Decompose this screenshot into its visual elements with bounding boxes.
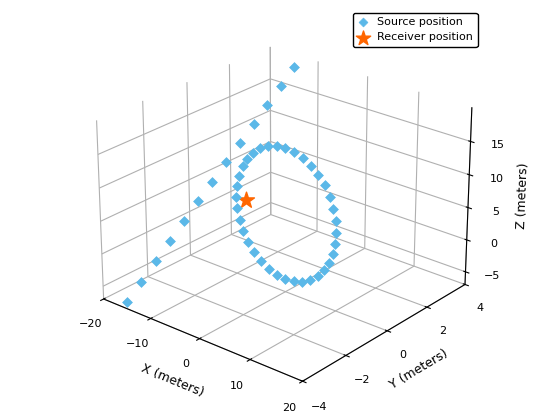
X-axis label: X (meters): X (meters) [139, 362, 206, 399]
Legend: Source position, Receiver position: Source position, Receiver position [353, 13, 478, 47]
Y-axis label: Y (meters): Y (meters) [387, 347, 450, 392]
